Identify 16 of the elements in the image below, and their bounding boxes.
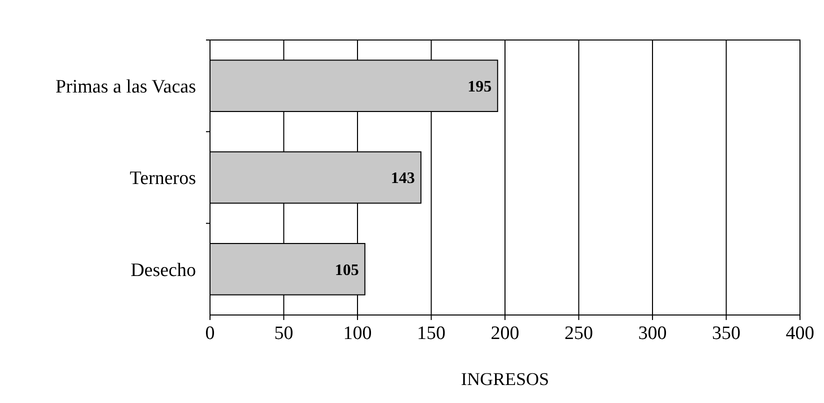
data-label: 105 — [334, 262, 359, 279]
x-tick-label: 250 — [564, 323, 593, 344]
x-tick-label: 400 — [786, 323, 814, 344]
x-tick-label: 150 — [417, 323, 446, 344]
x-tick-label: 350 — [712, 323, 740, 344]
x-tick-label: 200 — [490, 323, 520, 344]
y-tick-label: Desecho — [130, 260, 196, 281]
x-tick-label: 300 — [638, 323, 667, 344]
x-tick-label: 100 — [343, 323, 372, 344]
x-tick-label: 50 — [274, 323, 294, 344]
x-tick-label: 0 — [205, 323, 215, 344]
y-tick-label: Terneros — [130, 168, 196, 190]
x-axis-title: INGRESOS — [460, 369, 550, 389]
data-label: 195 — [468, 78, 492, 96]
data-label: 143 — [390, 170, 415, 188]
y-tick-label: Primas a las Vacas — [55, 76, 196, 98]
